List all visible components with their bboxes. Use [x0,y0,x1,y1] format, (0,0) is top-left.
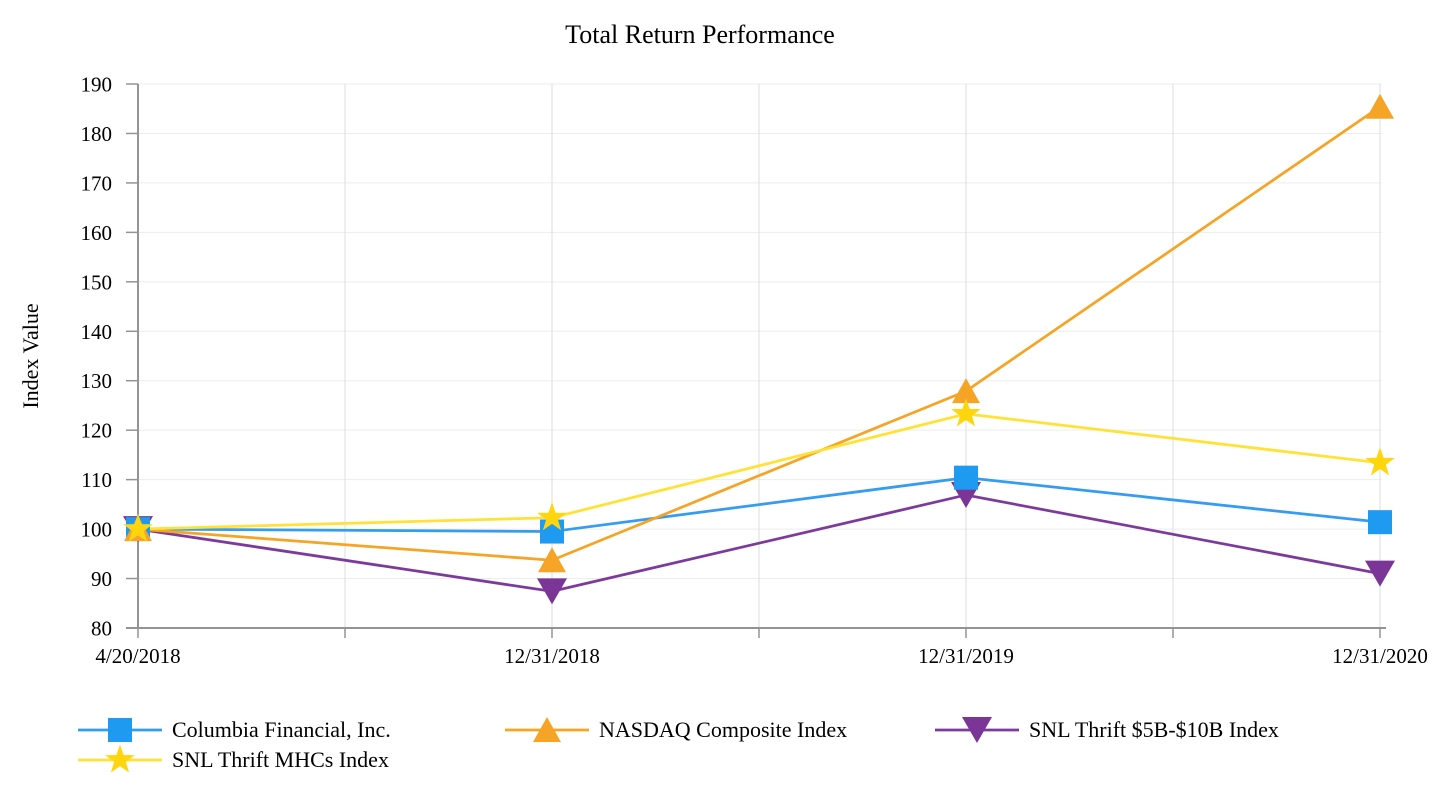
chart-plot-area: 80 90 100 110 120 130 140 150 160 170 180 190 4/20/2… [18,73,1428,669]
svg-text:180: 180 [81,122,113,146]
svg-text:80: 80 [91,617,112,641]
svg-text:12/31/2019: 12/31/2019 [918,644,1014,668]
purple-triangle-down-marker-icon [935,717,1019,743]
svg-text:Index Value: Index Value [18,303,43,408]
orange-triangle-marker-icon [505,717,589,742]
svg-text:160: 160 [81,221,113,245]
svg-text:100: 100 [81,518,113,542]
yellow-star-marker-icon [78,744,162,773]
legend-label: Columbia Financial, Inc. [172,717,391,742]
legend-label: SNL Thrift $5B-$10B Index [1029,717,1279,742]
svg-text:4/20/2018: 4/20/2018 [95,644,180,668]
legend-item-snl-thrift-mhcs: SNL Thrift MHCs Index [78,743,389,777]
chart-title: Total Return Performance [565,20,835,49]
svg-text:170: 170 [81,171,113,195]
svg-text:190: 190 [81,73,113,97]
svg-text:130: 130 [81,369,113,393]
legend-label: SNL Thrift MHCs Index [172,747,389,772]
svg-text:110: 110 [81,468,112,492]
svg-text:12/31/2018: 12/31/2018 [504,644,600,668]
svg-text:150: 150 [81,270,113,294]
legend-item-nasdaq-composite: NASDAQ Composite Index [505,713,847,747]
legend-item-snl-thrift-5b-10b: SNL Thrift $5B-$10B Index [935,713,1279,747]
legend-item-columbia-financial: Columbia Financial, Inc. [78,713,391,747]
svg-text:12/31/2020: 12/31/2020 [1332,644,1428,668]
chart-legend: Columbia Financial, Inc. NASDAQ Composit… [78,713,1428,783]
svg-text:140: 140 [81,320,113,344]
legend-label: NASDAQ Composite Index [599,717,848,742]
svg-text:90: 90 [91,567,112,591]
total-return-chart: Total Return Performance 80 90 100 110 120 13… [18,20,1428,773]
blue-square-marker-icon [78,718,162,742]
svg-text:120: 120 [81,419,113,443]
